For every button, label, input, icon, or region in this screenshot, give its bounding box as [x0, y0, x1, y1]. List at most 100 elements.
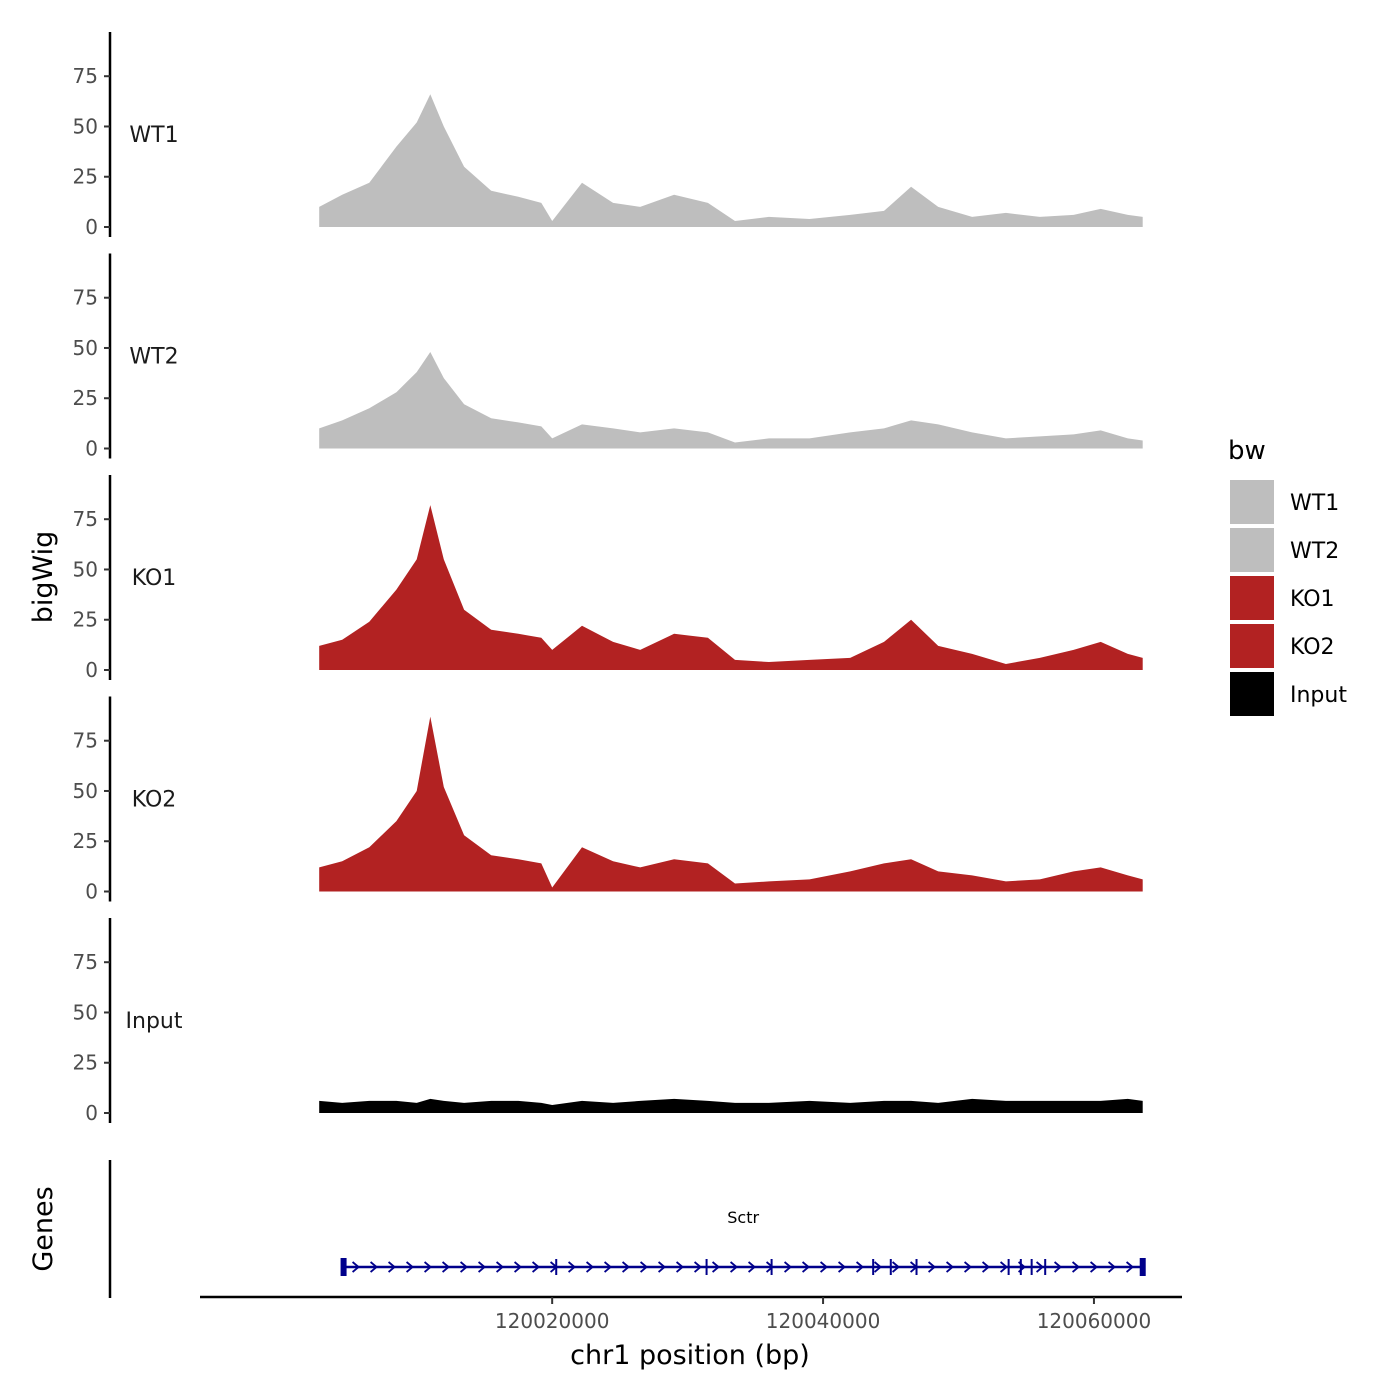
exon-mark [1019, 1259, 1022, 1275]
strand-arrow [675, 1261, 684, 1273]
exon-mark [1139, 1258, 1146, 1276]
y-tick-label: 25 [73, 386, 98, 410]
track-panels: 0 25 50 75 WT1 0 25 50 75 WT2 0 25 50 75 KO1 0 25 50 75 KO2… [73, 32, 1143, 1125]
track-panel-wt1: 0 25 50 75 WT1 [73, 32, 1143, 239]
legend-label-wt1: WT1 [1290, 491, 1339, 516]
legend-swatch-ko1 [1230, 576, 1274, 620]
track-panel-wt2: 0 25 50 75 WT2 [73, 253, 1143, 461]
strand-arrow [891, 1261, 900, 1273]
track-label: Input [126, 1009, 183, 1034]
strand-arrow [531, 1261, 540, 1273]
exon-mark [889, 1259, 892, 1275]
strand-arrow [783, 1261, 792, 1273]
y-axis-title: bigWig [28, 531, 59, 624]
strand-arrow [729, 1261, 738, 1273]
y-tick-label: 75 [73, 64, 98, 88]
signal-area-ko1 [319, 505, 1143, 670]
strand-arrow [369, 1261, 378, 1273]
strand-arrow [1090, 1261, 1098, 1273]
legend-title: bw [1228, 436, 1266, 466]
x-tick-label: 120040000 [766, 1309, 881, 1333]
legend: bw WT1 WT2 KO1 KO2 Input [1228, 436, 1347, 716]
gene-name-label: Sctr [727, 1208, 759, 1227]
strand-arrow [927, 1261, 936, 1273]
exon-mark [770, 1259, 773, 1275]
y-tick-label: 0 [85, 437, 98, 461]
strand-arrow [963, 1261, 972, 1273]
y-tick-label: 50 [73, 336, 98, 360]
y-tick-label: 25 [73, 608, 98, 632]
legend-swatch-ko2 [1230, 624, 1274, 668]
y-tick-label: 0 [85, 658, 98, 682]
track-panel-ko2: 0 25 50 75 KO2 [73, 696, 1143, 904]
strand-arrow [585, 1261, 594, 1273]
strand-arrow [495, 1261, 504, 1273]
legend-label-ko1: KO1 [1290, 587, 1335, 612]
legend-swatch-input [1230, 672, 1274, 716]
legend-label-ko2: KO2 [1290, 635, 1335, 660]
track-label: WT2 [129, 345, 178, 370]
x-axis: 120020000 120040000 120060000 [200, 1295, 1182, 1333]
strand-arrow [837, 1261, 846, 1273]
strand-arrow [801, 1261, 810, 1273]
signal-area-wt2 [319, 352, 1143, 449]
legend-label-wt2: WT2 [1290, 539, 1339, 564]
y-tick-label: 50 [73, 114, 98, 138]
strand-arrow [981, 1261, 990, 1273]
genes-axis-title: Genes [28, 1186, 59, 1271]
strand-arrow [405, 1261, 414, 1273]
exon-mark [1044, 1259, 1047, 1275]
y-tick-label: 75 [73, 950, 98, 974]
exon-mark [915, 1259, 918, 1275]
strand-arrow [693, 1261, 702, 1273]
y-tick-label: 25 [73, 1051, 98, 1075]
strand-arrow [567, 1261, 576, 1273]
signal-area-wt1 [319, 94, 1143, 227]
strand-arrow [477, 1261, 486, 1273]
strand-arrow [711, 1261, 720, 1273]
exon-mark [1030, 1259, 1033, 1275]
y-tick-label: 75 [73, 729, 98, 753]
track-label: WT1 [129, 123, 178, 148]
strand-arrow [1126, 1261, 1134, 1273]
strand-arrow [945, 1261, 954, 1273]
exon-mark [555, 1259, 558, 1275]
strand-arrow [351, 1261, 360, 1273]
strand-arrow [1108, 1261, 1116, 1273]
legend-swatch-wt2 [1230, 528, 1274, 572]
track-panel-input: 0 25 50 75 Input [73, 918, 1143, 1125]
strand-arrow [513, 1261, 522, 1273]
strand-arrow [873, 1261, 882, 1273]
strand-arrow [1054, 1261, 1062, 1273]
exon-mark [872, 1259, 875, 1275]
legend-label-input: Input [1290, 683, 1347, 708]
y-tick-label: 0 [85, 1101, 98, 1125]
x-tick-label: 120020000 [495, 1309, 610, 1333]
legend-swatch-wt1 [1230, 480, 1274, 524]
strand-arrow [387, 1261, 396, 1273]
strand-arrow [621, 1261, 630, 1273]
y-tick-label: 75 [73, 286, 98, 310]
strand-arrow [1036, 1261, 1044, 1273]
strand-arrow [603, 1261, 612, 1273]
strand-arrow [855, 1261, 864, 1273]
strand-arrow [423, 1261, 432, 1273]
strand-arrow [1000, 1261, 1008, 1273]
exon-mark [1007, 1259, 1010, 1275]
strand-arrow [747, 1261, 756, 1273]
y-tick-label: 0 [85, 880, 98, 904]
track-label: KO2 [132, 788, 177, 813]
y-tick-label: 50 [73, 557, 98, 581]
strand-arrow [657, 1261, 666, 1273]
y-tick-label: 50 [73, 1000, 98, 1024]
signal-area-ko2 [319, 716, 1143, 892]
exon-mark [340, 1258, 347, 1276]
x-tick-label: 120060000 [1037, 1309, 1152, 1333]
strand-arrow [1072, 1261, 1080, 1273]
strand-arrow [819, 1261, 828, 1273]
y-tick-label: 50 [73, 779, 98, 803]
exon-mark [705, 1259, 708, 1275]
strand-arrow [639, 1261, 648, 1273]
y-tick-label: 75 [73, 507, 98, 531]
